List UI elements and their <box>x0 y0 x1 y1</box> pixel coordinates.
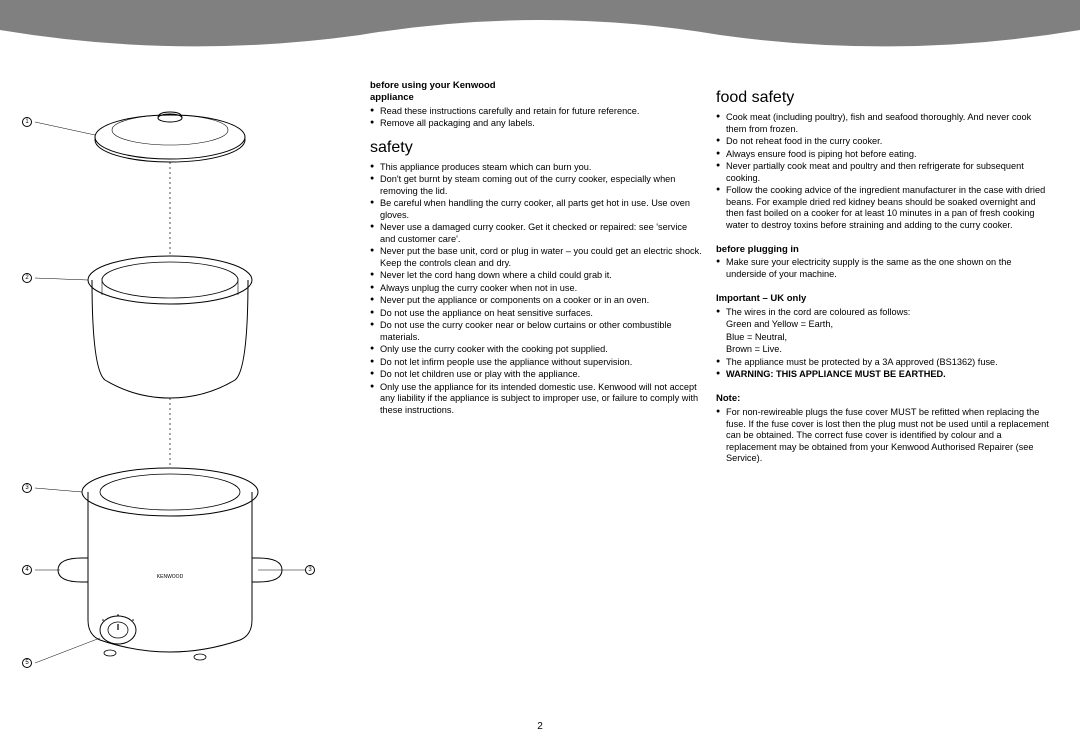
list-item: Read these instructions carefully and re… <box>370 106 704 118</box>
list-item: WARNING: THIS APPLIANCE MUST BE EARTHED. <box>716 369 1050 381</box>
list-item: Be careful when handling the curry cooke… <box>370 198 704 221</box>
heading-safety: safety <box>370 138 704 158</box>
list-plugging: Make sure your electricity supply is the… <box>716 257 1050 280</box>
list-item: Always unplug the curry cooker when not … <box>370 283 704 295</box>
list-uk: The wires in the cord are coloured as fo… <box>716 307 1050 381</box>
list-item: The wires in the cord are coloured as fo… <box>716 307 1050 319</box>
brand-text: KENWOOD <box>157 574 184 580</box>
list-item: Do not let infirm people use the applian… <box>370 357 704 369</box>
page-number: 2 <box>0 721 1080 732</box>
list-safety: This appliance produces steam which can … <box>370 162 704 417</box>
list-item: Do not reheat food in the curry cooker. <box>716 136 1050 148</box>
list-item: Don't get burnt by steam coming out of t… <box>370 174 704 197</box>
list-item: Never use a damaged curry cooker. Get it… <box>370 222 704 245</box>
wave-banner <box>0 0 1080 62</box>
content-area: KENWOOD 1 2 3 4 3 5 before using y <box>0 80 1080 720</box>
heading-before-plugging: before plugging in <box>716 244 1050 256</box>
label-5: 5 <box>22 658 32 668</box>
appliance-diagram: KENWOOD <box>0 80 370 720</box>
label-3b: 3 <box>305 565 315 575</box>
list-item: Do not use the curry cooker near or belo… <box>370 320 704 343</box>
column-2: food safety Cook meat (including poultry… <box>716 80 1050 720</box>
list-item: Cook meat (including poultry), fish and … <box>716 112 1050 135</box>
label-1: 1 <box>22 117 32 127</box>
label-4: 4 <box>22 565 32 575</box>
list-item: Do not let children use or play with the… <box>370 369 704 381</box>
list-food-safety: Cook meat (including poultry), fish and … <box>716 112 1050 231</box>
diagram-column: KENWOOD 1 2 3 4 3 5 <box>0 80 370 720</box>
list-item: Green and Yellow = Earth, <box>716 319 1050 331</box>
list-item: Make sure your electricity supply is the… <box>716 257 1050 280</box>
list-item: The appliance must be protected by a 3A … <box>716 357 1050 369</box>
list-item: Never let the cord hang down where a chi… <box>370 270 704 282</box>
list-item: Remove all packaging and any labels. <box>370 118 704 130</box>
list-item: Only use the curry cooker with the cooki… <box>370 344 704 356</box>
list-item: Brown = Live. <box>716 344 1050 356</box>
heading-note: Note: <box>716 393 1050 405</box>
heading-food-safety: food safety <box>716 88 1050 108</box>
list-note: For non-rewireable plugs the fuse cover … <box>716 407 1050 465</box>
list-item: Never put the appliance or components on… <box>370 295 704 307</box>
column-1: before using your Kenwoodappliance Read … <box>370 80 704 720</box>
text-columns: before using your Kenwoodappliance Read … <box>370 80 1080 720</box>
list-item: This appliance produces steam which can … <box>370 162 704 174</box>
list-item: Follow the cooking advice of the ingredi… <box>716 185 1050 231</box>
list-item: Do not use the appliance on heat sensiti… <box>370 308 704 320</box>
heading-uk-only: Important – UK only <box>716 293 1050 305</box>
list-item: Only use the appliance for its intended … <box>370 382 704 417</box>
label-3: 3 <box>22 483 32 493</box>
list-before-using: Read these instructions carefully and re… <box>370 106 704 130</box>
list-item: Never put the base unit, cord or plug in… <box>370 246 704 269</box>
list-item: Never partially cook meat and poultry an… <box>716 161 1050 184</box>
list-item: Always ensure food is piping hot before … <box>716 149 1050 161</box>
heading-before-using: before using your Kenwoodappliance <box>370 80 704 104</box>
label-2: 2 <box>22 273 32 283</box>
list-item: Blue = Neutral, <box>716 332 1050 344</box>
list-item: For non-rewireable plugs the fuse cover … <box>716 407 1050 465</box>
